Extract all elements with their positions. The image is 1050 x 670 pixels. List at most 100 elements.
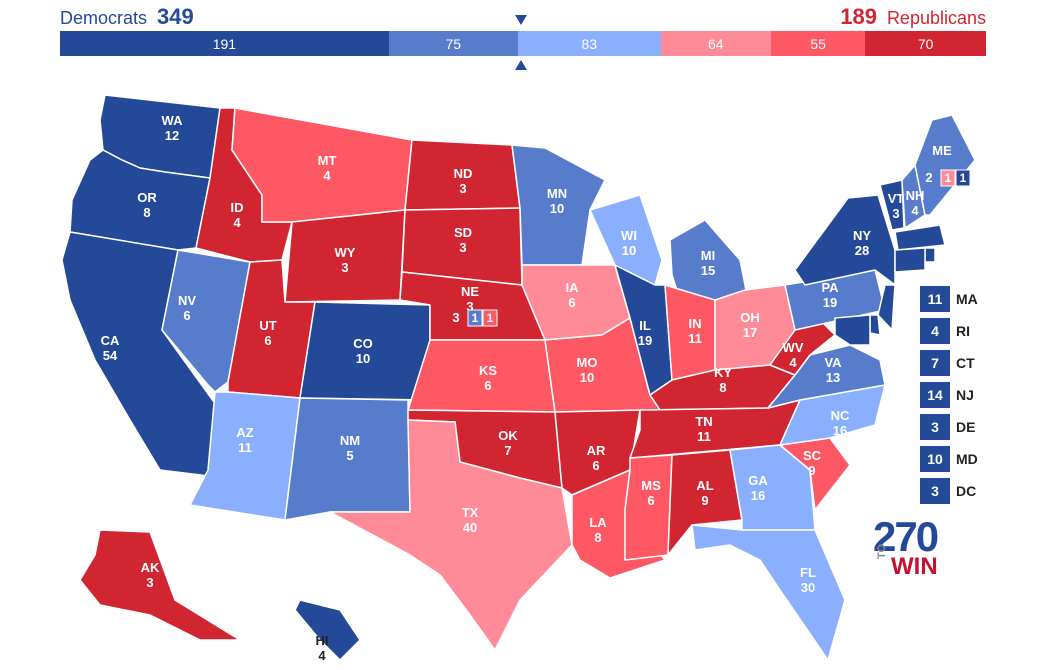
state-label-wa: WA 12 <box>162 113 184 143</box>
state-mn[interactable] <box>511 144 606 266</box>
state-label-wi: WI 10 <box>621 228 637 258</box>
small-state-ct[interactable]: 7 CT <box>920 350 978 376</box>
district-box-cd2[interactable] <box>955 169 971 187</box>
state-label-id: ID 4 <box>231 200 244 230</box>
state-label-me: ME <box>932 143 952 158</box>
small-state-de[interactable]: 3 DE <box>920 414 978 440</box>
state-label-ca: CA 54 <box>101 333 120 363</box>
logo-to: TO <box>876 543 888 559</box>
republicans-label: Republicans <box>886 8 986 28</box>
district-ev-cd2: 1 <box>960 171 967 185</box>
state-label-il: IL 19 <box>638 318 652 348</box>
state-tx[interactable] <box>329 419 573 651</box>
state-label-ar: AR 6 <box>587 443 606 473</box>
state-label-mo: MO 10 <box>577 355 598 385</box>
state-label-sc: SC 9 <box>803 448 822 478</box>
state-label-ok: OK 7 <box>498 428 518 458</box>
state-label-ky: KY 8 <box>714 365 732 395</box>
state-ak[interactable] <box>79 529 241 641</box>
state-label-mn: MN 10 <box>547 186 567 216</box>
state-me[interactable] <box>914 114 976 216</box>
state-label-vt: VT 3 <box>888 191 905 221</box>
district-box-cd1[interactable] <box>467 309 483 327</box>
state-label-wy: WY 3 <box>335 245 356 275</box>
bar-segment-5: 70 <box>865 31 986 56</box>
state-fl[interactable] <box>691 524 846 661</box>
state-ri[interactable] <box>924 247 936 263</box>
district-box-cd1[interactable] <box>940 169 956 187</box>
state-label-ak: AK 3 <box>141 560 160 590</box>
state-label-tx: TX 40 <box>462 505 479 535</box>
state-ct[interactable] <box>894 247 926 273</box>
state-label-co: CO 10 <box>353 336 373 366</box>
state-label-az: AZ 11 <box>236 425 253 455</box>
republicans-total: 189 <box>840 4 877 29</box>
state-label-ks: KS 6 <box>479 363 497 393</box>
state-label-nv: NV 6 <box>178 293 196 323</box>
small-state-nj[interactable]: 14 NJ <box>920 382 978 408</box>
state-label-sd: SD 3 <box>454 225 472 255</box>
state-label-tn: TN 11 <box>695 414 712 444</box>
state-label-or: OR 8 <box>137 190 157 220</box>
state-label-mt: MT 4 <box>318 153 337 183</box>
state-nc[interactable] <box>779 384 886 446</box>
state-ma[interactable] <box>894 224 946 251</box>
state-label-pa: PA 19 <box>821 280 839 310</box>
bar-segment-1: 75 <box>388 31 518 56</box>
state-label-nd: ND 3 <box>454 166 473 196</box>
bar-segment-0: 191 <box>60 31 389 56</box>
democrats-total: 349 <box>157 4 194 29</box>
270-marker-top-icon <box>515 15 527 25</box>
270-marker-bottom-icon <box>515 60 527 70</box>
democrats-label: Democrats <box>60 8 148 28</box>
270towin-logo[interactable]: 270 TO WIN <box>873 515 953 585</box>
state-label-wv: WV 4 <box>783 340 804 370</box>
state-label-nm: NM 5 <box>340 433 360 463</box>
state-label-ny: NY 28 <box>853 228 871 258</box>
republicans-header: 189 Republicans <box>840 4 986 32</box>
state-label-ne: NE 3 <box>461 284 479 314</box>
state-label-oh: OH 17 <box>740 310 760 340</box>
bar-segment-4: 55 <box>770 31 866 56</box>
state-nj[interactable] <box>877 284 896 331</box>
small-states-list: 11 MA 4 RI 7 CT 14 NJ 3 DE 10 MD 3 DC <box>920 286 978 510</box>
small-state-ri[interactable]: 4 RI <box>920 318 978 344</box>
state-md[interactable] <box>834 314 871 346</box>
state-ny[interactable] <box>794 194 896 286</box>
state-al[interactable] <box>667 449 743 556</box>
statewide-ev: 3 <box>452 310 459 325</box>
state-label-mi: MI 15 <box>701 248 715 278</box>
state-label-ms: MS 6 <box>641 478 661 508</box>
state-label-in: IN 11 <box>688 316 702 346</box>
state-label-hi: HI 4 <box>316 633 329 663</box>
state-label-ia: IA 6 <box>566 280 580 310</box>
state-label-nh: NH 4 <box>906 188 925 218</box>
state-label-fl: FL 30 <box>800 565 816 595</box>
electoral-vote-bar: 191 75 83 64 55 70 <box>60 31 986 56</box>
state-label-va: VA 13 <box>824 355 842 385</box>
district-ev-cd1: 1 <box>945 171 952 185</box>
democrats-header: Democrats 349 <box>60 4 194 32</box>
small-state-dc[interactable]: 3 DC <box>920 478 978 504</box>
logo-number: 270 <box>873 513 939 560</box>
state-label-la: LA 8 <box>589 515 607 545</box>
small-state-md[interactable]: 10 MD <box>920 446 978 472</box>
bar-segment-2: 83 <box>517 31 661 56</box>
district-box-cd2[interactable] <box>482 309 498 327</box>
state-hi[interactable] <box>294 599 361 661</box>
district-ev-cd2: 1 <box>487 311 494 325</box>
state-label-ut: UT 6 <box>259 318 276 348</box>
state-label-al: AL 9 <box>696 478 713 508</box>
state-vt[interactable] <box>879 179 905 231</box>
bar-segment-3: 64 <box>660 31 771 56</box>
state-label-nc: NC 16 <box>831 408 850 438</box>
logo-win: WIN <box>891 553 938 580</box>
district-ev-cd1: 1 <box>472 311 479 325</box>
state-label-ga: GA 16 <box>748 473 768 503</box>
small-state-ma[interactable]: 11 MA <box>920 286 978 312</box>
statewide-ev: 2 <box>925 170 932 185</box>
state-de[interactable] <box>869 314 881 336</box>
